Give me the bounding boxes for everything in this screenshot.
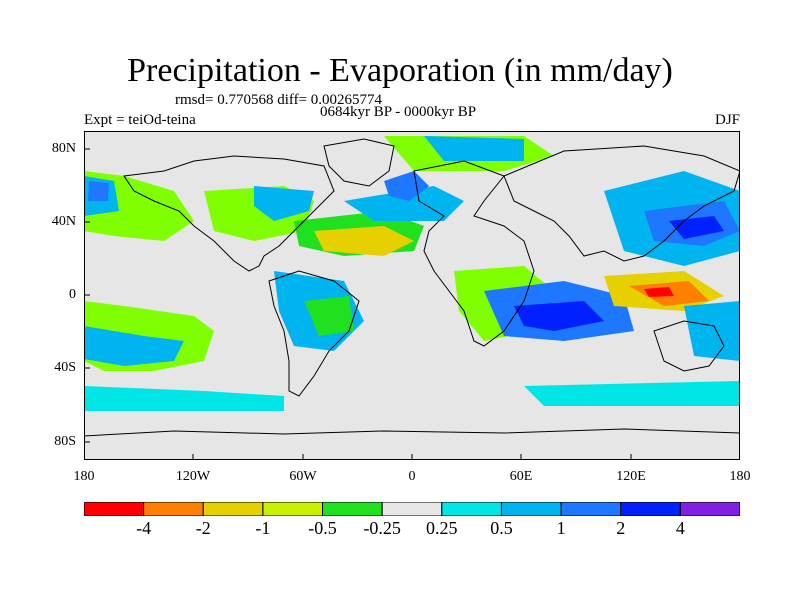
colorbar-label: -0.5 <box>308 518 337 538</box>
field-north-america-blue <box>254 186 314 221</box>
coast-antarctica <box>84 428 740 437</box>
y-tick-label: 80S <box>54 434 76 449</box>
colorbar-swatch <box>143 502 204 516</box>
y-tick-label: 0 <box>69 287 76 302</box>
colorbar-label: -1 <box>255 518 271 538</box>
colorbar-swatch <box>381 502 443 516</box>
colorbar-label: 0.25 <box>426 518 458 538</box>
anomaly-fields <box>84 136 740 411</box>
field-arctic-blue <box>424 136 524 161</box>
x-tick-label: 0 <box>408 469 416 484</box>
colorbar-label: -4 <box>136 518 152 538</box>
colorbar-swatch <box>441 502 502 516</box>
colorbar-label: 2 <box>616 518 626 538</box>
field-south-pacific-blue <box>84 326 184 366</box>
coast-europe-africa <box>413 160 535 347</box>
colorbar-label: -0.25 <box>363 518 401 538</box>
colorbar-label: 4 <box>675 518 685 538</box>
colorbar-label: -2 <box>195 518 211 538</box>
experiment-label: Expt = teiOd-teina <box>84 112 196 128</box>
colorbar-swatch <box>679 502 740 516</box>
colorbar-label: 1 <box>556 518 566 538</box>
field-spcz <box>684 301 740 361</box>
x-tick-label: 60E <box>509 469 533 484</box>
coast-asia <box>503 145 740 262</box>
y-tick-label: 40N <box>51 214 76 229</box>
colorbar <box>84 502 740 516</box>
x-tick-label: 180 <box>729 469 751 484</box>
y-tick-label: 80N <box>51 141 76 156</box>
coastlines <box>84 138 740 437</box>
colorbar-swatch <box>84 502 145 516</box>
chart-title: Precipitation - Evaporation (in mm/day) <box>127 52 673 89</box>
field-north-pacific-dark <box>88 181 109 201</box>
colorbar-swatch <box>322 502 383 516</box>
coast-south-america <box>268 270 360 397</box>
season-label: DJF <box>714 112 740 128</box>
map-plot <box>84 131 740 460</box>
y-tick-label: 40S <box>54 360 76 375</box>
field-southern-ocean <box>84 386 284 411</box>
colorbar-swatch <box>202 502 264 516</box>
field-atlantic-tropics-yellow <box>314 226 414 256</box>
colorbar-swatch <box>262 502 324 516</box>
coast-north-america <box>123 155 335 272</box>
x-tick-label: 60W <box>289 469 317 484</box>
x-tick-label: 120E <box>616 469 646 484</box>
colorbar-swatch <box>620 502 681 516</box>
stats-label: rmsd= 0.770568 diff= 0.00265774 <box>175 92 383 108</box>
colorbar-label: 0.5 <box>490 518 513 538</box>
x-tick-label: 120W <box>175 469 211 484</box>
x-tick-label: 180 <box>73 469 95 484</box>
field-indian-ocean-dark <box>514 301 604 331</box>
coast-australia <box>653 320 725 372</box>
field-south-america-green <box>304 296 354 336</box>
colorbar-swatch <box>500 502 562 516</box>
period-subtitle: 0684kyr BP - 0000kyr BP <box>320 104 477 120</box>
field-north-atlantic-blue <box>344 186 464 221</box>
colorbar-swatch <box>560 502 622 516</box>
field-maritime-red <box>644 287 674 297</box>
coast-greenland <box>323 138 395 187</box>
map-ticks <box>84 148 632 460</box>
field-southern-ocean-east <box>524 381 740 406</box>
